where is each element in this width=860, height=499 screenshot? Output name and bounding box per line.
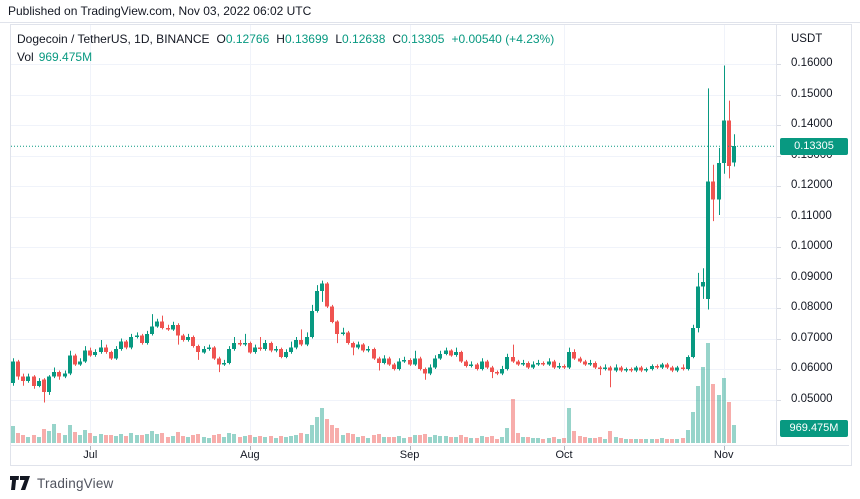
price-axis-label: 0.09000 <box>791 270 833 283</box>
time-axis[interactable]: Jul Aug Sep Oct Nov <box>11 445 849 465</box>
price-axis-tick <box>777 156 781 157</box>
footer: TradingView <box>0 467 860 499</box>
price-axis-tick <box>777 95 781 96</box>
legend-row-volume: Vol 969.475M <box>17 48 554 66</box>
price-axis-label: 0.10000 <box>791 240 833 252</box>
time-axis-tick <box>90 446 91 450</box>
legend-row-symbol: Dogecoin / TetherUS, 1D, BINANCE O0.12766… <box>17 30 554 48</box>
price-axis-label: 0.15000 <box>791 87 833 100</box>
published-bar: Published on TradingView.com, Nov 03, 20… <box>0 0 860 23</box>
price-axis-tick <box>777 308 781 309</box>
candlestick-chart-svg <box>11 25 776 445</box>
price-axis[interactable]: USDT 0.160000.150000.140000.130000.12000… <box>776 25 851 445</box>
price-axis-tick <box>777 125 781 126</box>
time-axis-label-aug: Aug <box>240 449 260 461</box>
price-axis-tick <box>777 217 781 218</box>
price-axis-label: 0.06000 <box>791 362 833 374</box>
price-axis-tick <box>777 64 781 65</box>
time-axis-label-nov: Nov <box>713 449 734 461</box>
price-axis-label: 0.08000 <box>791 301 833 313</box>
price-axis-tick <box>777 369 781 370</box>
chart-pane[interactable]: Dogecoin / TetherUS, 1D, BINANCE O0.12766… <box>11 25 776 445</box>
time-axis-tick <box>724 446 725 450</box>
symbol-title[interactable]: Dogecoin / TetherUS, 1D, BINANCE <box>17 32 210 46</box>
chart-frame: Dogecoin / TetherUS, 1D, BINANCE O0.12766… <box>10 24 852 466</box>
volume-value: 969.475M <box>38 50 93 64</box>
ohlc-item-L: L0.12638 <box>335 32 386 46</box>
tradingview-logo-icon[interactable] <box>10 476 31 490</box>
price-axis-tick <box>777 186 781 187</box>
price-axis-tick <box>777 247 781 248</box>
published-text: Published on TradingView.com, Nov 03, 20… <box>8 4 312 18</box>
price-axis-label: 0.16000 <box>791 57 833 69</box>
legend: Dogecoin / TetherUS, 1D, BINANCE O0.12766… <box>17 30 554 66</box>
time-axis-label-sep: Sep <box>399 449 420 461</box>
time-axis-label-oct: Oct <box>555 449 573 461</box>
price-axis-tick <box>777 278 781 279</box>
last-price-badge: 0.13305 <box>780 137 848 155</box>
price-axis-tick <box>777 400 781 401</box>
price-axis-label: 0.05000 <box>791 392 833 405</box>
price-axis-label: 0.07000 <box>791 331 833 344</box>
volume-label: Vol <box>17 50 34 64</box>
time-axis-tick <box>564 446 565 450</box>
time-axis-label-jul: Jul <box>83 449 98 461</box>
ohlc-item-O: O0.12766 <box>216 32 270 46</box>
price-axis-label: 0.11000 <box>791 209 832 222</box>
ohlc-values: O0.12766 H0.13699 L0.12638 C0.13305 +0.00540… <box>210 32 555 46</box>
time-axis-tick <box>410 446 411 450</box>
ohlc-item-C: C0.13305 <box>392 32 445 46</box>
currency-label: USDT <box>791 33 823 45</box>
change-value: +0.00540 (+4.23%) <box>451 32 555 46</box>
price-axis-label: 0.12000 <box>791 179 833 191</box>
price-axis-label: 0.14000 <box>791 118 833 130</box>
tradingview-brand-text[interactable]: TradingView <box>37 475 114 491</box>
time-axis-tick <box>250 446 251 450</box>
price-axis-tick <box>777 339 781 340</box>
ohlc-item-H: H0.13699 <box>276 32 329 46</box>
volume-badge: 969.475M <box>780 420 848 437</box>
